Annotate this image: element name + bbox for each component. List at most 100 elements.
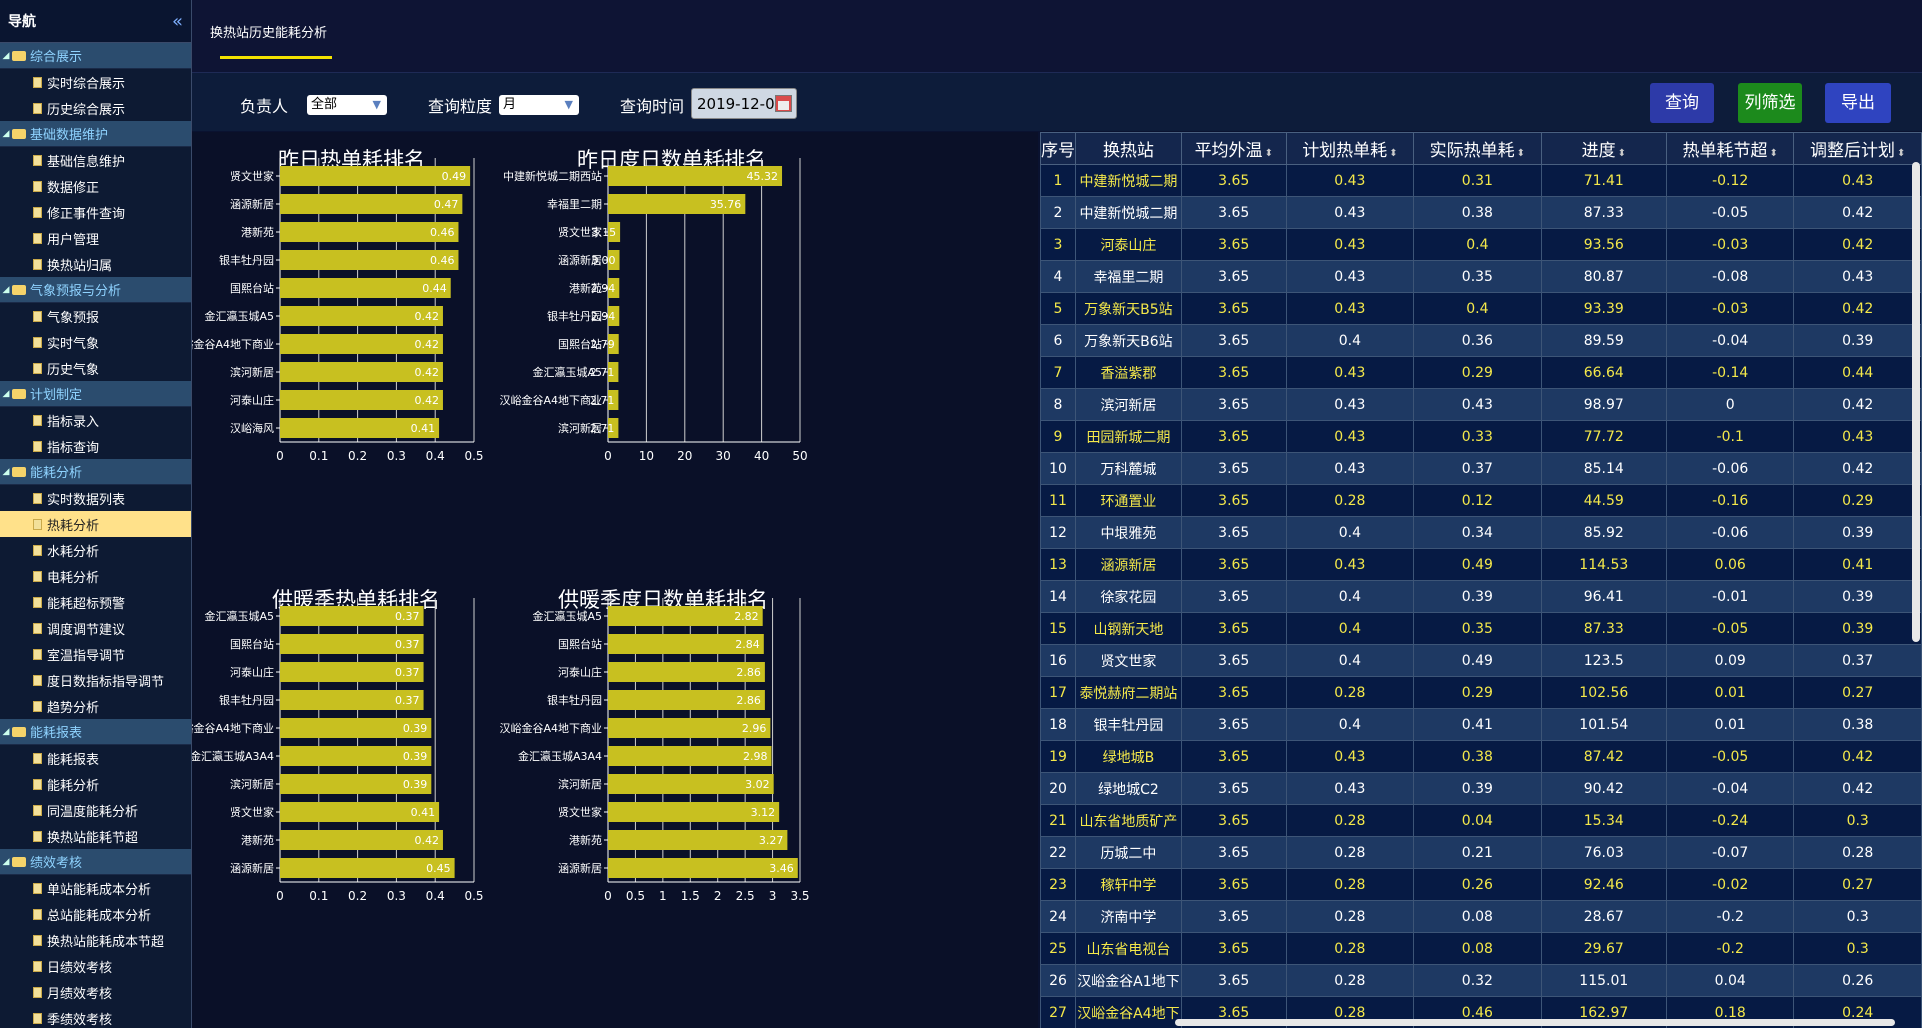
nav-item[interactable]: 换热站归属 [0, 251, 191, 277]
nav-item[interactable]: 度日数指标指导调节 [0, 667, 191, 693]
column-header[interactable]: 计划热单耗 ⬍ [1285, 132, 1415, 165]
column-header[interactable]: 调整后计划 ⬍ [1793, 132, 1922, 165]
table-row[interactable]: 10 万科麓城 3.65 0.43 0.37 85.14 -0.06 0.42 [1040, 452, 1922, 485]
sort-icon[interactable]: ⬍ [1897, 148, 1906, 159]
column-header[interactable]: 实际热单耗 ⬍ [1413, 132, 1542, 165]
granularity-select[interactable]: 月 ▼ [499, 95, 579, 115]
nav-group[interactable]: ◢ 绩效考核 [0, 849, 191, 875]
nav-group[interactable]: ◢ 气象预报与分析 [0, 277, 191, 303]
table-cell: 13 [1040, 548, 1076, 581]
table-row[interactable]: 19 绿地城B 3.65 0.43 0.38 87.42 -0.05 0.42 [1040, 740, 1922, 773]
expand-toggle-icon[interactable]: ◢ [2, 856, 10, 867]
column-filter-button[interactable]: 列筛选 [1738, 83, 1802, 123]
nav-item[interactable]: 用户管理 [0, 225, 191, 251]
expand-toggle-icon[interactable]: ◢ [2, 284, 10, 295]
x-tick-label: 0 [276, 889, 284, 903]
nav-group[interactable]: ◢ 计划制定 [0, 381, 191, 407]
sort-icon[interactable]: ⬍ [1769, 148, 1778, 159]
nav-item[interactable]: 水耗分析 [0, 537, 191, 563]
nav-item[interactable]: 能耗分析 [0, 771, 191, 797]
table-row[interactable]: 22 历城二中 3.65 0.28 0.21 76.03 -0.07 0.28 [1040, 836, 1922, 869]
query-button[interactable]: 查询 [1650, 83, 1714, 123]
table-row[interactable]: 1 中建新悦城二期 3.65 0.43 0.31 71.41 -0.12 0.43 [1040, 164, 1922, 197]
table-row[interactable]: 15 山钢新天地 3.65 0.4 0.35 87.33 -0.05 0.39 [1040, 612, 1922, 645]
table-row[interactable]: 9 田园新城二期 3.65 0.43 0.33 77.72 -0.1 0.43 [1040, 420, 1922, 453]
tab-history-energy[interactable]: 换热站历史能耗分析 [210, 26, 328, 41]
table-row[interactable]: 5 万象新天B5站 3.65 0.43 0.4 93.39 -0.03 0.42 [1040, 292, 1922, 325]
nav-item[interactable]: 换热站能耗节超 [0, 823, 191, 849]
table-row[interactable]: 14 徐家花园 3.65 0.4 0.39 96.41 -0.01 0.39 [1040, 580, 1922, 613]
nav-group[interactable]: ◢ 基础数据维护 [0, 121, 191, 147]
sort-icon[interactable]: ⬍ [1389, 148, 1398, 159]
expand-toggle-icon[interactable]: ◢ [2, 128, 10, 139]
nav-item[interactable]: 总站能耗成本分析 [0, 901, 191, 927]
nav-item[interactable]: 调度调节建议 [0, 615, 191, 641]
table-row[interactable]: 17 泰悦赫府二期站 3.65 0.28 0.29 102.56 0.01 0.27 [1040, 676, 1922, 709]
nav-group[interactable]: ◢ 能耗分析 [0, 459, 191, 485]
nav-item[interactable]: 修正事件查询 [0, 199, 191, 225]
table-row[interactable]: 23 稼轩中学 3.65 0.28 0.26 92.46 -0.02 0.27 [1040, 868, 1922, 901]
table-row[interactable]: 6 万象新天B6站 3.65 0.4 0.36 89.59 -0.04 0.39 [1040, 324, 1922, 357]
column-header[interactable]: 平均外温 ⬍ [1180, 132, 1287, 165]
table-row[interactable]: 26 汉峪金谷A1地下 3.65 0.28 0.32 115.01 0.04 0.26 [1040, 964, 1922, 997]
nav-item[interactable]: 季绩效考核 [0, 1005, 191, 1028]
table-row[interactable]: 20 绿地城C2 3.65 0.43 0.39 90.42 -0.04 0.42 [1040, 772, 1922, 805]
table-row[interactable]: 4 幸福里二期 3.65 0.43 0.35 80.87 -0.08 0.43 [1040, 260, 1922, 293]
nav-item[interactable]: 能耗报表 [0, 745, 191, 771]
sort-icon[interactable]: ⬍ [1264, 148, 1273, 159]
expand-toggle-icon[interactable]: ◢ [2, 466, 10, 477]
nav-item[interactable]: 实时气象 [0, 329, 191, 355]
vertical-scrollbar[interactable] [1912, 162, 1920, 642]
horizontal-scrollbar[interactable] [1175, 1019, 1895, 1026]
nav-item[interactable]: 历史综合展示 [0, 95, 191, 121]
column-header[interactable]: 进度 ⬍ [1540, 132, 1667, 165]
nav-item[interactable]: 气象预报 [0, 303, 191, 329]
nav-item[interactable]: 日绩效考核 [0, 953, 191, 979]
table-row[interactable]: 12 中垠雅苑 3.65 0.4 0.34 85.92 -0.06 0.39 [1040, 516, 1922, 549]
table-row[interactable]: 24 济南中学 3.65 0.28 0.08 28.67 -0.2 0.3 [1040, 900, 1922, 933]
nav-item[interactable]: 室温指导调节 [0, 641, 191, 667]
nav-item[interactable]: 电耗分析 [0, 563, 191, 589]
nav-item[interactable]: 基础信息维护 [0, 147, 191, 173]
nav-item[interactable]: 实时数据列表 [0, 485, 191, 511]
expand-toggle-icon[interactable]: ◢ [2, 388, 10, 399]
table-cell: 89.59 [1540, 324, 1667, 357]
expand-toggle-icon[interactable]: ◢ [2, 50, 10, 61]
table-row[interactable]: 13 涵源新居 3.65 0.43 0.49 114.53 0.06 0.41 [1040, 548, 1922, 581]
table-row[interactable]: 3 河泰山庄 3.65 0.43 0.4 93.56 -0.03 0.42 [1040, 228, 1922, 261]
nav-item[interactable]: 趋势分析 [0, 693, 191, 719]
nav-item[interactable]: 能耗超标预警 [0, 589, 191, 615]
table-row[interactable]: 8 滨河新居 3.65 0.43 0.43 98.97 0 0.42 [1040, 388, 1922, 421]
collapse-icon[interactable]: « [171, 10, 183, 32]
calendar-icon[interactable] [775, 95, 792, 112]
table-row[interactable]: 16 贤文世家 3.65 0.4 0.49 123.5 0.09 0.37 [1040, 644, 1922, 677]
nav-group[interactable]: ◢ 能耗报表 [0, 719, 191, 745]
export-button[interactable]: 导出 [1825, 83, 1891, 123]
column-header-label: 进度 [1581, 141, 1616, 161]
data-label: 0.42 [414, 310, 439, 323]
nav-item[interactable]: 月绩效考核 [0, 979, 191, 1005]
nav-item[interactable]: 指标查询 [0, 433, 191, 459]
nav-item[interactable]: 数据修正 [0, 173, 191, 199]
table-row[interactable]: 7 香溢紫郡 3.65 0.43 0.29 66.64 -0.14 0.44 [1040, 356, 1922, 389]
nav-item[interactable]: 单站能耗成本分析 [0, 875, 191, 901]
nav-item[interactable]: 历史气象 [0, 355, 191, 381]
expand-toggle-icon[interactable]: ◢ [2, 726, 10, 737]
table-row[interactable]: 11 环通置业 3.65 0.28 0.12 44.59 -0.16 0.29 [1040, 484, 1922, 517]
nav-item[interactable]: 换热站能耗成本节超 [0, 927, 191, 953]
table-row[interactable]: 18 银丰牡丹园 3.65 0.4 0.41 101.54 0.01 0.38 [1040, 708, 1922, 741]
nav-group[interactable]: ◢ 综合展示 [0, 43, 191, 69]
nav-item[interactable]: 热耗分析 [0, 511, 191, 537]
table-row[interactable]: 21 山东省地质矿产 3.65 0.28 0.04 15.34 -0.24 0.3 [1040, 804, 1922, 837]
table-cell: 1 [1040, 164, 1076, 197]
nav-item[interactable]: 同温度能耗分析 [0, 797, 191, 823]
nav-item[interactable]: 实时综合展示 [0, 69, 191, 95]
column-header[interactable]: 热单耗节超 ⬍ [1665, 132, 1795, 165]
sort-icon[interactable]: ⬍ [1516, 148, 1526, 159]
date-input[interactable]: 2019-12-04 [691, 88, 797, 119]
table-row[interactable]: 2 中建新悦城二期 3.65 0.43 0.38 87.33 -0.05 0.42 [1040, 196, 1922, 229]
owner-select[interactable]: 全部 ▼ [307, 95, 387, 115]
sort-icon[interactable]: ⬍ [1617, 148, 1626, 159]
nav-item[interactable]: 指标录入 [0, 407, 191, 433]
table-row[interactable]: 25 山东省电视台 3.65 0.28 0.08 29.67 -0.2 0.3 [1040, 932, 1922, 965]
